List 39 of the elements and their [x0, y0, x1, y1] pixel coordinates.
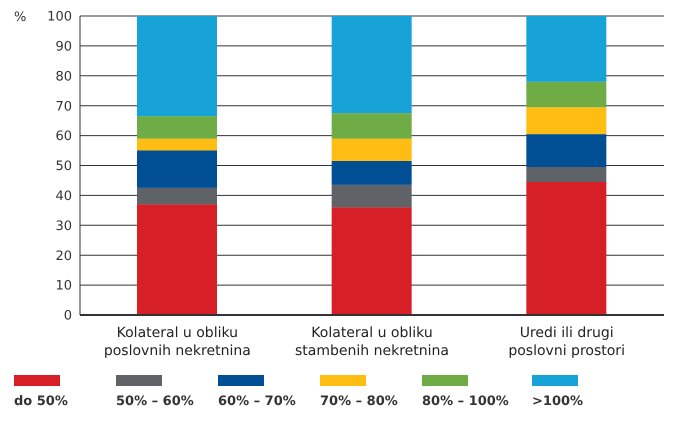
- y-tick-label: 30: [55, 218, 72, 234]
- bar: [332, 184, 412, 208]
- bar: [137, 204, 217, 315]
- legend-label: 80% – 100%: [422, 394, 510, 409]
- bar: [526, 182, 606, 315]
- bar: [137, 116, 217, 139]
- bar: [137, 138, 217, 151]
- legend-label: do 50%: [14, 394, 69, 409]
- y-tick-label: 100: [47, 10, 72, 25]
- y-tick-label: 10: [55, 278, 72, 294]
- bar: [332, 207, 412, 315]
- legend-label: 70% – 80%: [320, 394, 399, 409]
- y-tick-label: 60: [55, 129, 72, 144]
- bar: [332, 161, 412, 185]
- bar: [137, 188, 217, 204]
- y-tick-label: 0: [64, 308, 72, 324]
- y-tick-label: 40: [55, 189, 72, 204]
- bar: [137, 16, 217, 116]
- bar: [332, 16, 412, 114]
- bar: [526, 134, 606, 167]
- bar: [332, 113, 412, 139]
- y-tick-label: 70: [55, 99, 72, 114]
- legend-label: 60% – 70%: [218, 394, 297, 409]
- legend-label: 50% – 60%: [116, 394, 195, 409]
- x-tick-label: Kolateral u obliku stambenih nekretnina: [295, 325, 449, 359]
- bar: [137, 150, 217, 188]
- x-tick-label: Uredi ili drugi poslovni prostori: [508, 325, 625, 359]
- legend-label: >100%: [532, 394, 584, 409]
- y-axis-title: %: [14, 10, 26, 25]
- y-tick-label: 20: [55, 248, 72, 264]
- y-tick-label: 90: [55, 40, 72, 55]
- y-tick-label: 50: [55, 159, 72, 174]
- bar: [526, 166, 606, 182]
- bar: [332, 138, 412, 162]
- bar: [526, 82, 606, 108]
- bar: [526, 16, 606, 82]
- bar: [526, 107, 606, 134]
- x-tick-label: Kolateral u obliku poslovnih nekretnina: [104, 325, 251, 359]
- y-tick-label: 80: [55, 69, 72, 84]
